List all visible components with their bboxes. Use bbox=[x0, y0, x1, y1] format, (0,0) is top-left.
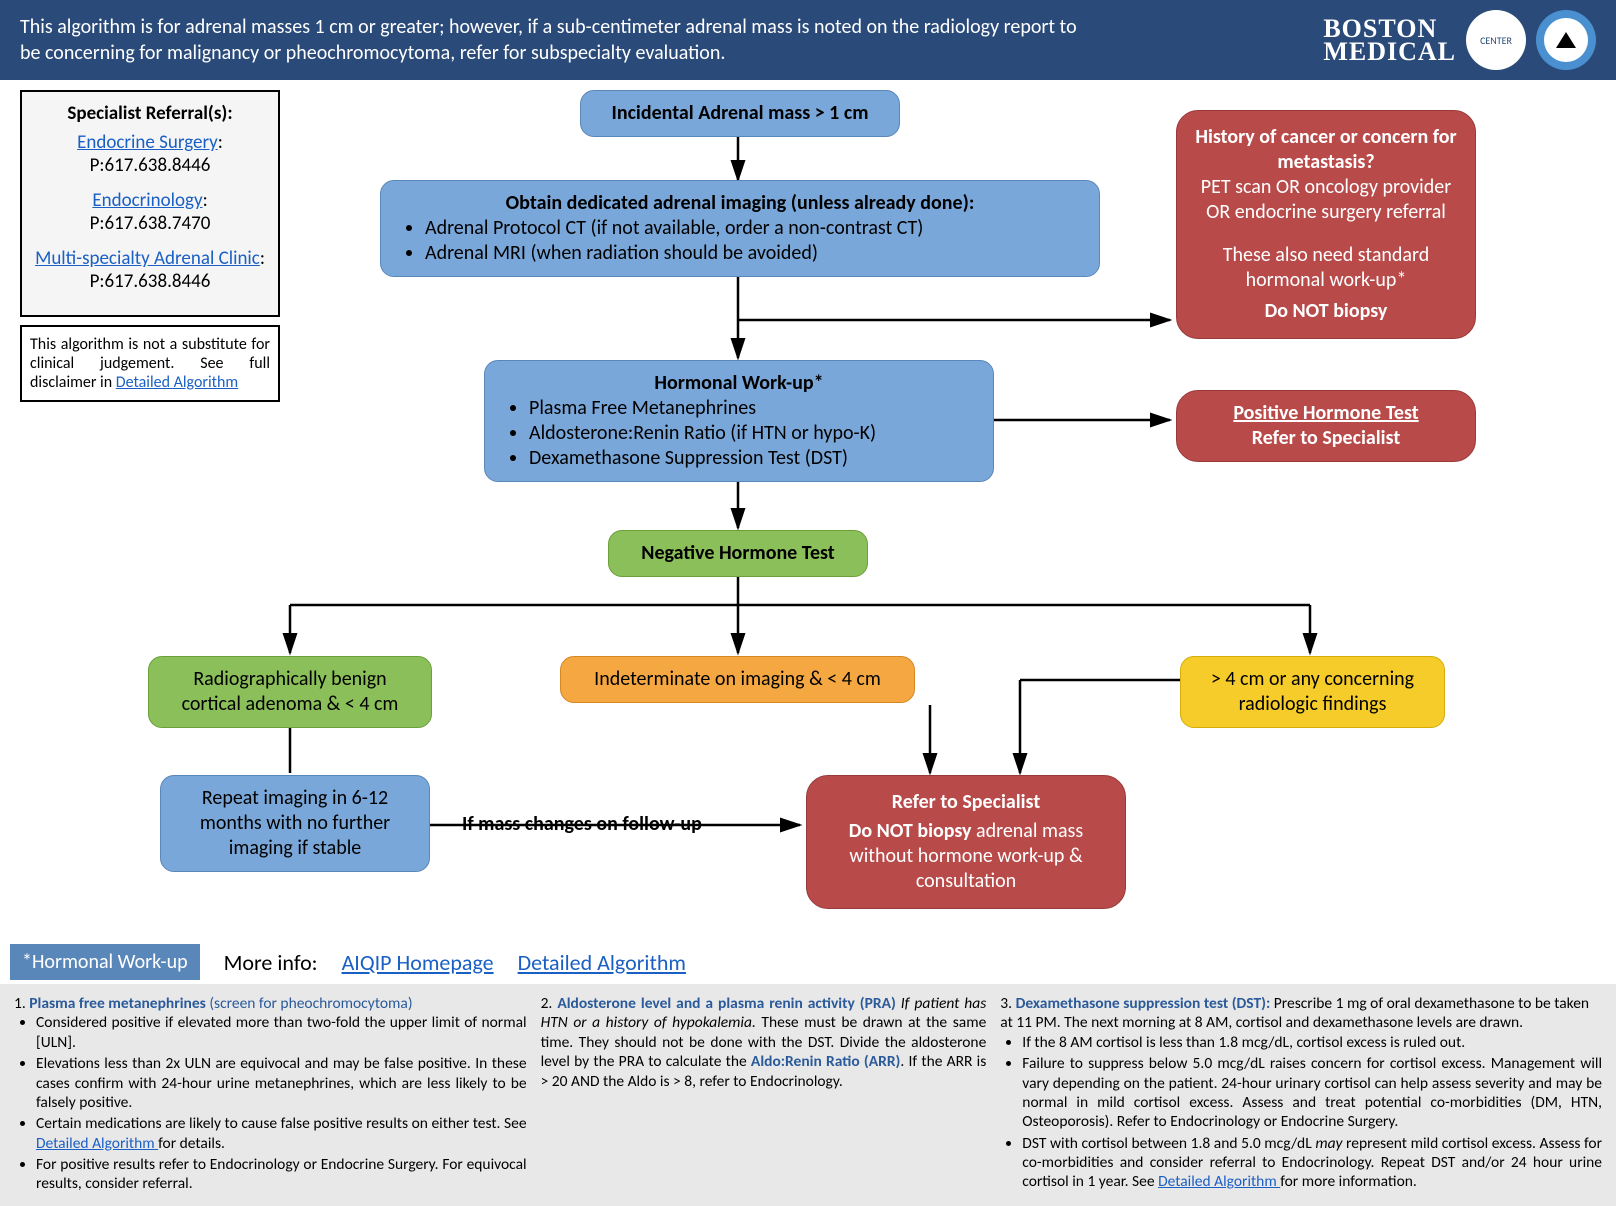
aiqip-homepage-link[interactable]: AIQIP Homepage bbox=[342, 949, 494, 976]
aiqip-badge-icon bbox=[1536, 10, 1596, 70]
footer-columns: 1. Plasma free metanephrines (screen for… bbox=[0, 984, 1616, 1206]
endocrine-surgery-phone: P:617.638.8446 bbox=[32, 154, 268, 177]
boston-medical-logo: BOSTON MEDICAL bbox=[1323, 17, 1456, 64]
specialist-referrals-box: Specialist Referral(s): Endocrine Surger… bbox=[20, 90, 280, 317]
sidebar: Specialist Referral(s): Endocrine Surger… bbox=[20, 90, 280, 402]
header-bar: This algorithm is for adrenal masses 1 c… bbox=[0, 0, 1616, 80]
endocrinology-link[interactable]: Endocrinology bbox=[92, 189, 202, 212]
footer-col-3: 3. Dexamethasone suppression test (DST):… bbox=[1000, 994, 1602, 1196]
node-imaging: Obtain dedicated adrenal imaging (unless… bbox=[380, 180, 1100, 277]
endocrinology-phone: P:617.638.7470 bbox=[32, 212, 268, 235]
adrenal-clinic-link[interactable]: Multi-specialty Adrenal Clinic bbox=[35, 247, 260, 270]
node-start: Incidental Adrenal mass > 1 cm bbox=[580, 90, 900, 137]
footer-col-1: 1. Plasma free metanephrines (screen for… bbox=[14, 994, 527, 1196]
col3-detailed-link[interactable]: Detailed Algorithm bbox=[1158, 1172, 1280, 1191]
detailed-algorithm-link[interactable]: Detailed Algorithm bbox=[518, 949, 686, 976]
flowchart-area: Specialist Referral(s): Endocrine Surger… bbox=[0, 80, 1616, 940]
adrenal-clinic-phone: P:617.638.8446 bbox=[32, 270, 268, 293]
endocrine-surgery-link[interactable]: Endocrine Surgery bbox=[77, 131, 218, 154]
referrals-title: Specialist Referral(s): bbox=[32, 102, 268, 125]
node-positive-hormone: Positive Hormone Test Refer to Specialis… bbox=[1176, 390, 1476, 462]
flow-label-mass-changes: If mass changes on follow-up bbox=[462, 812, 702, 836]
workup-tag: *Hormonal Work-up bbox=[10, 944, 200, 980]
node-large-concerning: > 4 cm or any concerning radiologic find… bbox=[1180, 656, 1445, 728]
header-logos: BOSTON MEDICAL CENTER bbox=[1323, 10, 1596, 70]
header-text: This algorithm is for adrenal masses 1 c… bbox=[20, 14, 1100, 66]
footer-col-2: 2. Aldosterone level and a plasma renin … bbox=[541, 994, 987, 1196]
footer-bar: *Hormonal Work-up More info: AIQIP Homep… bbox=[0, 940, 1616, 984]
node-hormonal-workup: Hormonal Work-up* Plasma Free Metanephri… bbox=[484, 360, 994, 482]
disclaimer-box: This algorithm is not a substitute for c… bbox=[20, 325, 280, 402]
node-benign: Radiographically benign cortical adenoma… bbox=[148, 656, 432, 728]
node-refer-specialist: Refer to Specialist Do NOT biopsy adrena… bbox=[806, 775, 1126, 909]
node-repeat-imaging: Repeat imaging in 6-12 months with no fu… bbox=[160, 775, 430, 872]
node-negative-hormone: Negative Hormone Test bbox=[608, 530, 868, 577]
node-cancer-history: History of cancer or concern for metasta… bbox=[1176, 110, 1476, 339]
node-indeterminate: Indeterminate on imaging & < 4 cm bbox=[560, 656, 915, 703]
col1-detailed-link[interactable]: Detailed Algorithm bbox=[36, 1134, 158, 1153]
disclaimer-detailed-link[interactable]: Detailed Algorithm bbox=[116, 373, 238, 392]
center-badge-icon: CENTER bbox=[1466, 10, 1526, 70]
more-info-label: More info: bbox=[224, 949, 318, 976]
